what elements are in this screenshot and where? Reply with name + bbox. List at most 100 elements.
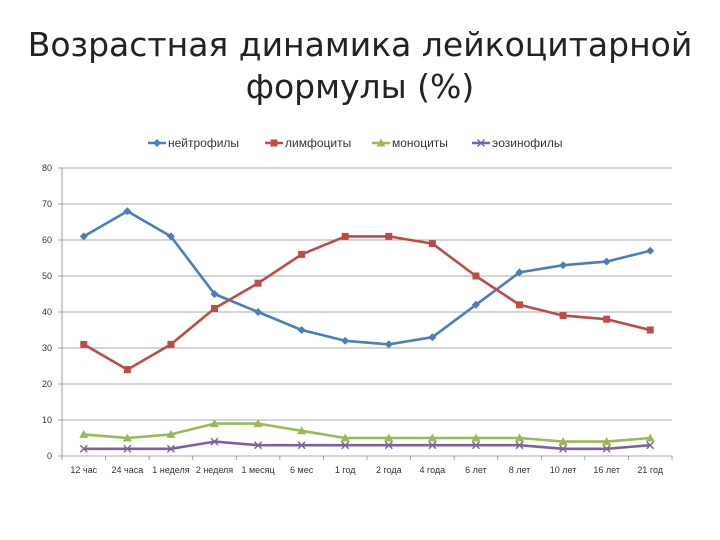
chart-title-line-1: Возрастная динамика лейкоцитарной	[27, 25, 693, 64]
series-0-point-4	[254, 308, 263, 316]
series-2-point-3	[210, 419, 219, 428]
series-3-point-2-stroke-b	[166, 444, 175, 453]
series-3-line	[83, 440, 651, 451]
series-3-point-0	[79, 444, 88, 453]
x-tick-label-11: 10 лет	[550, 465, 577, 475]
x-tick-label-1: 24 часа	[111, 465, 143, 475]
series-3-point-8	[428, 441, 437, 450]
y-tick-label-0: 0	[47, 451, 52, 461]
x-tick-label-8: 4 года	[420, 465, 446, 475]
series-3-point-6	[341, 441, 350, 450]
series-2	[79, 419, 655, 446]
series-2-point-8	[427, 433, 437, 442]
x-tick-label-12: 16 лет	[593, 465, 620, 475]
series-3-point-11-stroke-b	[559, 444, 568, 453]
legend-entry-0: нейтрофилы	[148, 136, 239, 150]
series-3-point-1-stroke-b	[123, 444, 132, 453]
series-2-point-12	[602, 437, 612, 446]
legend-entry-2: моноциты	[372, 136, 448, 150]
series-3-point-6-stroke-b	[341, 441, 350, 450]
legend-marker-1	[270, 139, 278, 147]
series-3-point-11	[559, 444, 568, 453]
series-1-point-2	[167, 340, 175, 348]
legend: нейтрофилы лимфоциты моноциты эозинофилы	[148, 136, 563, 150]
series-2-line	[83, 422, 651, 443]
x-tick-label-5: 6 мес	[290, 465, 314, 475]
series-0-point-2	[166, 232, 175, 241]
series-0-point-0	[79, 232, 88, 241]
y-tick-label-3: 30	[42, 343, 52, 353]
series-2-point-10	[515, 433, 524, 442]
series-3-point-10-stroke-b	[515, 441, 524, 450]
series-2-point-6	[340, 433, 350, 442]
y-tick-label-7: 70	[42, 199, 52, 209]
x-tick-label-13: 21 год	[637, 465, 663, 475]
series-1-point-5	[298, 250, 306, 258]
legend-entry-1: лимфоциты	[265, 136, 351, 150]
series-1	[80, 232, 654, 374]
series-1-point-12	[603, 315, 611, 323]
x-tick-label-2: 1 неделя	[152, 465, 189, 475]
series-0-point-5	[297, 326, 306, 334]
axes	[58, 167, 673, 460]
series-3-point-12-stroke-b	[602, 444, 611, 453]
series-2-point-7	[384, 433, 394, 442]
series-0-point-9	[471, 300, 480, 309]
series-0-point-1	[123, 207, 132, 216]
series-2-point-13	[645, 433, 655, 442]
legend-marker-0	[153, 139, 161, 147]
series-1-point-4	[254, 279, 262, 287]
legend-label-3: эозинофилы	[492, 136, 563, 150]
legend-label-1: лимфоциты	[285, 136, 351, 150]
legend-marker-3	[477, 139, 485, 147]
series-3-point-13-stroke-b	[646, 441, 655, 450]
series-1-point-6	[341, 232, 349, 240]
series-0-line	[83, 209, 651, 346]
series-1-line	[83, 235, 651, 371]
series-0-point-13	[646, 246, 655, 255]
series-3-point-13	[646, 441, 655, 450]
series-3-point-7-stroke-b	[384, 441, 393, 450]
x-tick-label-3: 2 неделя	[196, 465, 233, 475]
series-2-point-2	[166, 429, 176, 438]
series-1-point-3	[211, 304, 218, 312]
grid-lines	[62, 167, 672, 421]
series-2-point-4	[253, 419, 263, 428]
series-0-point-3	[210, 290, 219, 298]
legend-marker-3-stroke-b	[477, 139, 485, 147]
y-tick-label-6: 60	[42, 235, 52, 245]
series-2-point-11	[558, 437, 568, 446]
x-tick-label-9: 6 лет	[465, 465, 487, 475]
legend-label-0: нейтрофилы	[168, 136, 239, 150]
series-3-point-5-stroke-b	[297, 441, 306, 450]
x-tick-label-6: 1 год	[335, 465, 356, 475]
series-2-point-9	[471, 433, 481, 442]
series-0-point-8	[428, 333, 437, 342]
series-1-point-1	[123, 366, 131, 374]
series-3-point-1	[123, 444, 132, 453]
chart-title: Возрастная динамика лейкоцитарной формул…	[0, 24, 720, 108]
series-1-point-7	[385, 232, 393, 240]
series-1-point-8	[428, 240, 436, 248]
series-1-point-10	[516, 301, 523, 309]
series-1-point-11	[559, 312, 567, 320]
x-tick-label-0: 12 час	[70, 465, 97, 475]
series-3-point-5	[297, 441, 306, 450]
series-3-point-3	[210, 437, 219, 446]
series-3-point-3-stroke-b	[210, 437, 219, 446]
series-0	[79, 207, 655, 349]
series-3-point-4-stroke-b	[254, 441, 263, 450]
y-tick-label-2: 20	[42, 379, 52, 389]
chart-title-line-2: формулы (%)	[245, 67, 475, 106]
series-3-point-2	[166, 444, 175, 453]
x-tick-label-4: 1 месяц	[241, 465, 274, 475]
y-tick-label-4: 40	[42, 307, 52, 317]
series-3-point-10	[515, 441, 524, 450]
series-0-point-7	[384, 340, 393, 349]
series-3-point-0-stroke-b	[79, 444, 88, 453]
y-axis-ticks: 0 10 20 30 40 50 60 70 80	[42, 163, 52, 461]
series-0-point-11	[559, 261, 568, 270]
series-2-point-1	[122, 433, 132, 442]
series-3-point-9	[471, 441, 480, 450]
